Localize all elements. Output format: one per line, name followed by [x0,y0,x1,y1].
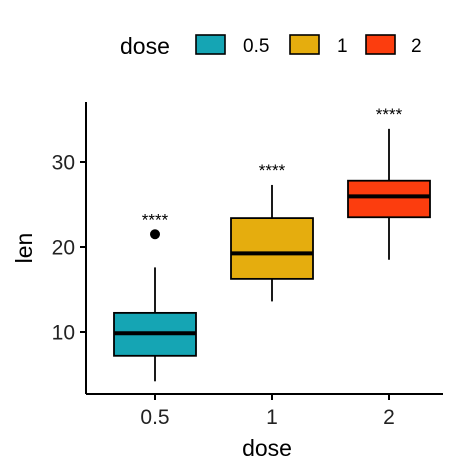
legend-label-1: 1 [337,36,348,57]
outlier-point [150,229,160,240]
y-tick-label: 30 [52,152,75,175]
legend-label-2: 2 [411,36,422,57]
y-ticks: 10 20 30 [52,152,86,345]
x-ticks: 0.5 1 2 [140,394,395,429]
significance-label: **** [142,210,169,229]
significance-label: **** [259,161,286,180]
legend-swatch-1 [289,34,320,55]
y-tick-label: 10 [52,322,75,345]
legend-swatch-2 [365,34,396,55]
y-axis-title: len [11,233,37,264]
x-tick-label: 1 [266,406,278,429]
box-iqr [347,179,431,219]
legend-title: dose [120,33,170,59]
legend: dose 0.5 1 2 [120,33,422,59]
significance-label: **** [376,105,403,124]
x-tick-label: 0.5 [140,406,169,429]
x-axis-title: dose [242,435,292,461]
legend-swatch-0-5 [195,34,226,55]
box-iqr [230,217,314,280]
x-tick-label: 2 [383,406,395,429]
legend-label-0-5: 0.5 [243,36,269,57]
boxes: **** **** **** [113,105,431,382]
y-tick-label: 20 [52,237,75,260]
